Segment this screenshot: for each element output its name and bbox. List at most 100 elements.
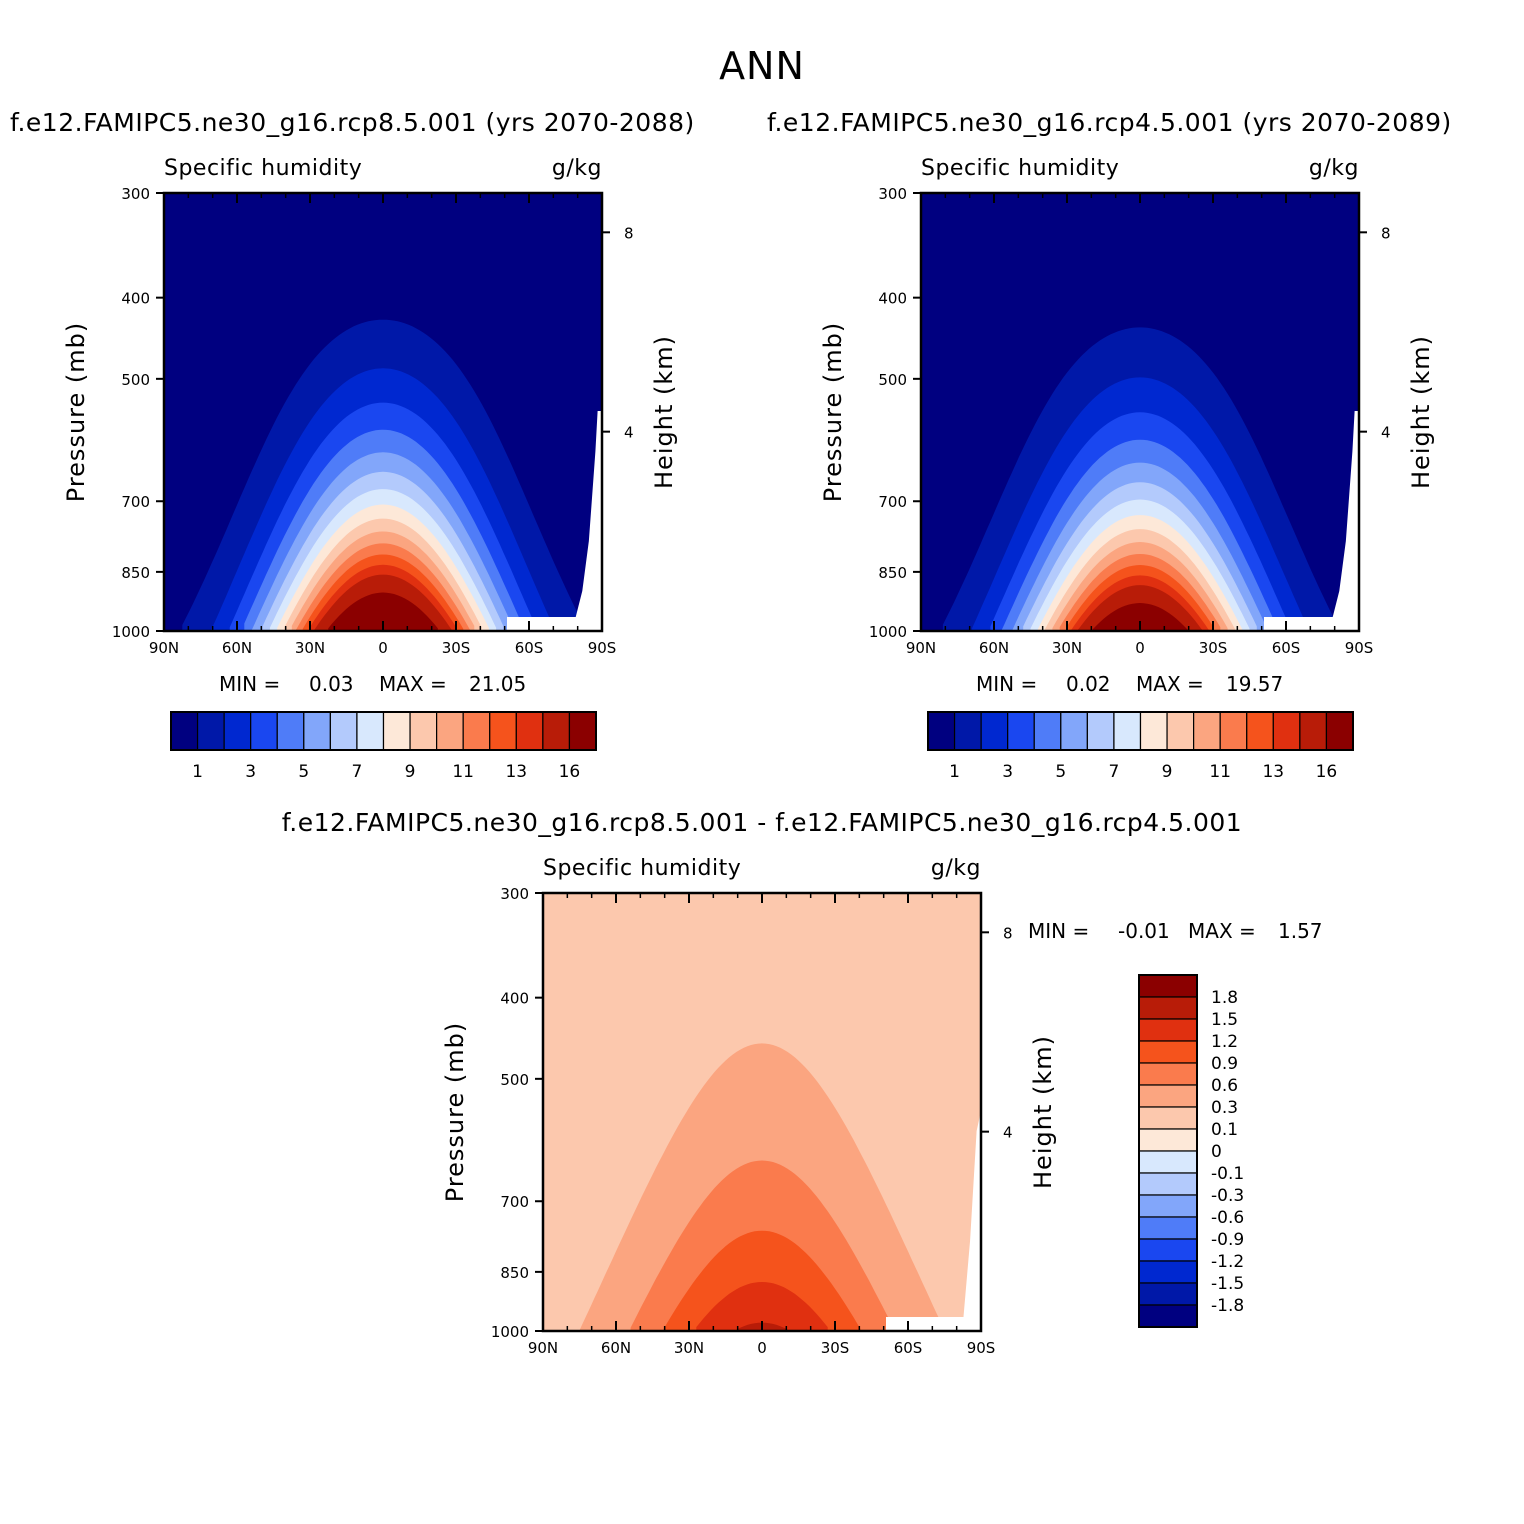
left-x-tick-label: 90S [588,639,617,657]
difference-plot [543,893,981,1331]
right-colorbar-label: 13 [1262,762,1284,782]
difference-x-tick-label: 30S [821,1339,850,1357]
left-y-right-axis-label: Height (km) [650,335,678,489]
left-min-value: 0.03 [309,672,354,696]
difference-x-tick-label: 0 [757,1339,767,1357]
right-colorbar-swatch [1060,711,1088,751]
right-colorbar-swatch [1325,711,1354,751]
right-y-tick-label: 300 [878,185,907,203]
left-colorbar-swatch [196,711,225,751]
left-y-right-tick-label: 8 [624,224,634,242]
right-x-tick-label: 0 [1135,639,1145,657]
difference-colorbar-label: 0.3 [1211,1098,1238,1118]
left-min-label: MIN = [219,672,280,696]
difference-x-tick-label: 60S [894,1339,923,1357]
right-max-label: MAX = [1136,672,1204,696]
right-topography-mask [1264,411,1359,631]
right-colorbar-label: 3 [1002,762,1013,782]
difference-x-tick-label: 30N [674,1339,704,1357]
right-colorbar-swatch [953,711,982,751]
left-colorbar-swatch [223,711,252,751]
right-x-tick-label: 60S [1272,639,1301,657]
difference-y-right-axis-label: Height (km) [1029,1035,1057,1189]
left-colorbar-label: 5 [298,762,309,782]
left-colorbar-swatch [356,711,385,751]
difference-colorbar-frame [1138,974,1198,1328]
difference-colorbar-label: 0.6 [1211,1076,1238,1096]
right-y-right-tick-label: 8 [1381,224,1391,242]
right-colorbar-swatch [1246,711,1274,751]
difference-colorbar-label: 0.1 [1211,1120,1238,1140]
left-colorbar-swatch [170,711,199,751]
right-y-axis-label: Pressure (mb) [819,322,847,502]
left-variable-title: Specific humidity [164,156,362,181]
right-y-tick-label: 700 [878,493,907,511]
difference-x-tick-label: 60N [601,1339,631,1357]
left-topography-mask [507,411,602,631]
difference-y-right-tick-label: 4 [1003,1124,1013,1142]
left-y-tick-label: 500 [121,371,150,389]
left-colorbar-swatch [568,711,597,751]
difference-colorbar-swatch [1138,1238,1198,1262]
left-x-tick-label: 60N [222,639,252,657]
difference-min-value: -0.01 [1118,919,1170,943]
difference-colorbar-label: -0.9 [1211,1230,1244,1250]
right-y-tick-label: 500 [878,371,907,389]
left-colorbar-label: 13 [505,762,527,782]
right-units-title: g/kg [1309,156,1359,181]
left-x-tick-label: 30N [295,639,325,657]
left-colorbar-label: 7 [352,762,363,782]
right-min-value: 0.02 [1066,672,1111,696]
right-colorbar-frame [927,711,1354,751]
left-x-tick-label: 30S [442,639,471,657]
right-x-tick-label: 90N [906,639,936,657]
difference-y-tick-label: 500 [500,1071,529,1089]
difference-colorbar-swatch [1138,996,1198,1020]
difference-colorbar-label: -0.6 [1211,1208,1244,1228]
right-colorbar-swatch [1007,711,1035,751]
right-y-tick-label: 850 [878,564,907,582]
right-colorbar-label: 9 [1162,762,1173,782]
difference-colorbar-swatch [1138,1128,1198,1152]
right-colorbar-label: 11 [1209,762,1231,782]
left-y-tick-label: 1000 [112,623,150,641]
left-max-label: MAX = [379,672,447,696]
right-y-right-axis-label: Height (km) [1407,335,1435,489]
right-min-label: MIN = [976,672,1037,696]
difference-band-3 [663,1230,861,1331]
difference-units-title: g/kg [931,856,981,881]
difference-band-4 [696,1282,828,1331]
difference-colorbar-swatch [1138,1304,1198,1328]
difference-colorbar-label: -1.5 [1211,1274,1244,1294]
right-colorbar-swatch [1113,711,1142,751]
difference-colorbar-label: 1.8 [1211,988,1238,1008]
left-y-right-tick-label: 4 [624,424,634,442]
right-colorbar-label: 5 [1055,762,1066,782]
left-y-axis-label: Pressure (mb) [62,322,90,502]
difference-colorbar-label: -0.1 [1211,1164,1244,1184]
left-max-value: 21.05 [469,672,526,696]
difference-colorbar-label: 1.2 [1211,1032,1238,1052]
difference-colorbar-swatch [1138,1062,1198,1086]
left-x-tick-label: 0 [378,639,388,657]
difference-topography-mask [886,1111,981,1331]
right-x-tick-label: 30S [1199,639,1228,657]
difference-min-label: MIN = [1028,919,1089,943]
left-colorbar-swatch [276,711,305,751]
left-colorbar-swatch [250,711,278,751]
right-colorbar-label: 7 [1109,762,1120,782]
difference-colorbar-swatch [1138,974,1198,998]
difference-colorbar-swatch [1138,1150,1198,1174]
left-colorbar-swatch [489,711,517,751]
right-colorbar-swatch [1086,711,1115,751]
right-colorbar-swatch [1139,711,1168,751]
left-y-tick-label: 850 [121,564,150,582]
right-colorbar-swatch [1299,711,1328,751]
left-colorbar-swatch [303,711,331,751]
left-y-tick-label: 300 [121,185,150,203]
left-colorbar-swatch [382,711,411,751]
difference-colorbar-swatch [1138,1194,1198,1218]
right-colorbar-swatch [1033,711,1062,751]
left-colorbar-frame [170,711,597,751]
difference-colorbar-label: -1.8 [1211,1296,1244,1316]
